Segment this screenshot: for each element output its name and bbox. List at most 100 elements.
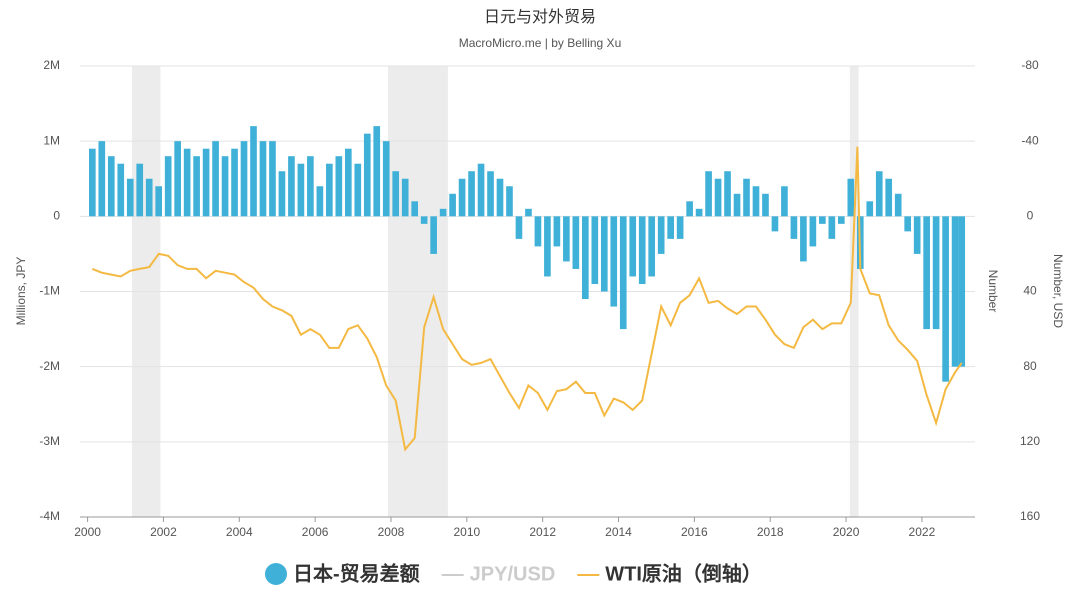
y-axis-title: Millions, JPY [14, 257, 28, 326]
bar [515, 216, 523, 239]
bar [553, 216, 561, 247]
bar [174, 141, 181, 217]
y2-tick-label: 80 [1023, 359, 1037, 373]
bar [477, 163, 485, 217]
y-tick-label: 1M [43, 133, 60, 147]
bar [278, 171, 286, 217]
chart-title: 日元与对外贸易 [484, 8, 596, 26]
bar [743, 178, 750, 217]
bar [866, 201, 874, 217]
bar [667, 216, 674, 239]
bar [676, 216, 684, 239]
bar [629, 216, 637, 277]
legend-label: 日本-贸易差额 [293, 561, 420, 585]
bar [506, 186, 513, 217]
bar [344, 148, 352, 217]
bar [363, 133, 371, 217]
y2-tick-label: 0 [1027, 209, 1034, 223]
x-tick-label: 2002 [150, 525, 177, 539]
bar [382, 141, 390, 217]
bar [951, 216, 959, 367]
bar [534, 216, 542, 247]
bar [847, 178, 855, 217]
bar [259, 141, 267, 217]
bar [468, 171, 475, 217]
bar [582, 216, 589, 300]
y-tick-label: -4M [39, 509, 60, 523]
legend-swatch [265, 563, 287, 585]
bar [420, 216, 428, 224]
y2-tick-label: -80 [1021, 58, 1039, 72]
y2-axis-title: Number [986, 270, 1000, 313]
bar [714, 178, 722, 217]
bar [487, 171, 494, 217]
bar [809, 216, 817, 247]
x-tick-label: 2008 [378, 525, 405, 539]
bar [449, 193, 456, 217]
bar [610, 216, 618, 307]
x-tick-label: 2016 [681, 525, 708, 539]
bar [657, 216, 665, 254]
bar [724, 171, 731, 217]
bar [136, 163, 144, 217]
bar [885, 178, 893, 217]
bar [591, 216, 599, 284]
bar [932, 216, 940, 330]
bar [250, 126, 257, 217]
y-tick-label: 0 [53, 209, 60, 223]
bar [686, 201, 693, 217]
x-tick-label: 2012 [529, 525, 556, 539]
bar [942, 216, 949, 382]
bar [800, 216, 807, 262]
bar [638, 216, 646, 284]
bar [145, 178, 153, 217]
bar [392, 171, 400, 217]
y2-tick-label: 160 [1020, 509, 1040, 523]
y-tick-label: -2M [39, 359, 60, 373]
bar [828, 216, 836, 239]
x-tick-label: 2018 [757, 525, 784, 539]
bar [212, 141, 219, 217]
bar [98, 141, 106, 217]
bar [894, 193, 902, 217]
x-tick-label: 2022 [909, 525, 936, 539]
legend-label: JPY/USD [470, 563, 556, 585]
bar [307, 156, 314, 217]
bar [781, 186, 788, 217]
bar [231, 148, 238, 217]
bar [790, 216, 798, 239]
bar [439, 208, 447, 217]
x-tick-label: 2020 [833, 525, 860, 539]
bar [705, 171, 712, 217]
bar [335, 156, 343, 217]
legend-item: WTI原油（倒轴） [577, 561, 762, 585]
bar [525, 208, 532, 217]
bar [89, 148, 96, 217]
y-tick-label: -3M [39, 434, 60, 448]
bar [354, 163, 362, 217]
bar [401, 178, 409, 217]
y2-tick-label: -40 [1021, 133, 1039, 147]
bar [923, 216, 930, 330]
bar [544, 216, 551, 277]
bar [269, 141, 276, 217]
y-tick-label: 2M [43, 58, 60, 72]
bar [126, 178, 134, 217]
chart-subtitle: MacroMicro.me | by Belling Xu [459, 36, 622, 50]
bar [193, 156, 200, 217]
bar [771, 216, 779, 232]
legend-label: WTI原油（倒轴） [605, 561, 762, 585]
bar [619, 216, 627, 330]
bar [411, 201, 418, 217]
bar [958, 216, 966, 367]
y-tick-label: -1M [39, 284, 60, 298]
bar [221, 156, 229, 217]
y2-axis-title-outer: Number, USD [1051, 254, 1065, 328]
bar [762, 193, 769, 217]
bar [326, 163, 333, 217]
bar [316, 186, 324, 217]
bar [695, 208, 703, 217]
legend-item: JPY/USD [441, 563, 556, 585]
